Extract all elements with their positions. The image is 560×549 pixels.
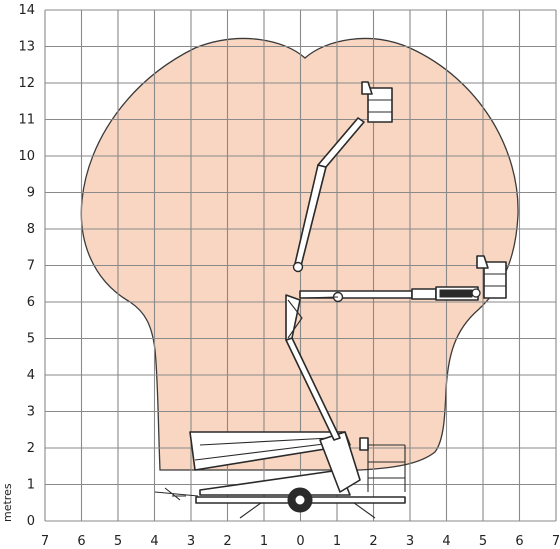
x-tick-label: 1: [260, 534, 268, 549]
x-tick-label: 6: [77, 534, 85, 549]
y-tick-label: 6: [27, 295, 35, 310]
y-tick-label: 0: [27, 514, 35, 529]
y-tick-label: 7: [27, 259, 35, 274]
x-tick-label: 5: [114, 534, 122, 549]
y-tick-label: 2: [27, 441, 35, 456]
drawbar: [154, 487, 199, 501]
outreach-telescope: [411, 288, 437, 300]
basket-max-height-control: [361, 81, 373, 95]
x-tick-label: 1: [333, 534, 341, 549]
x-axis-ticks: 7 6 5 4 3 2 1 0 1 2 3 4 5 6 7: [41, 534, 560, 549]
chassis-lower: [199, 469, 351, 496]
stowed-basket-control: [359, 437, 369, 451]
y-tick-label: 14: [18, 3, 35, 18]
x-tick-label: 4: [442, 534, 450, 549]
outreach-cylinder: [439, 289, 473, 298]
x-tick-label: 0: [296, 534, 304, 549]
basket-max-outreach: [483, 261, 507, 299]
x-tick-label: 2: [223, 534, 231, 549]
y-tick-label: 8: [27, 222, 35, 237]
boom-lift-machine: [154, 81, 507, 519]
x-tick-label: 3: [187, 534, 195, 549]
x-tick-label: 7: [41, 534, 49, 549]
y-tick-label: 5: [27, 332, 35, 347]
x-tick-label: 6: [515, 534, 523, 549]
grid: [44, 9, 557, 522]
y-tick-label: 12: [18, 76, 35, 91]
wheel-hub: [294, 494, 306, 506]
x-tick-label: 5: [479, 534, 487, 549]
basket-max-outreach-rails: [484, 273, 506, 287]
x-tick-label: 4: [150, 534, 158, 549]
basket-max-height-rails: [368, 99, 392, 113]
y-tick-label: 3: [27, 405, 35, 420]
upper-boom-tip: [317, 117, 365, 168]
knuckle-brace: [287, 299, 303, 339]
outreach-link: [299, 296, 339, 299]
x-tick-label: 3: [406, 534, 414, 549]
y-tick-label: 10: [18, 149, 35, 164]
stowed-basket: [360, 444, 406, 492]
x-tick-label: 2: [369, 534, 377, 549]
knuckle: [285, 294, 301, 341]
x-tick-label: 7: [552, 534, 560, 549]
y-tick-label: 13: [18, 40, 35, 55]
outreach-boom: [299, 290, 413, 299]
boom-pivot: [292, 261, 304, 273]
y-tick-label: 1: [27, 478, 35, 493]
y-tick-label: 4: [27, 368, 35, 383]
lower-link: [194, 437, 341, 461]
basket-joint: [471, 288, 481, 298]
y-axis-label: metres: [1, 483, 14, 522]
y-tick-label: 11: [18, 113, 35, 128]
basket-max-outreach-control: [476, 255, 489, 269]
y-tick-label: 9: [27, 186, 35, 201]
